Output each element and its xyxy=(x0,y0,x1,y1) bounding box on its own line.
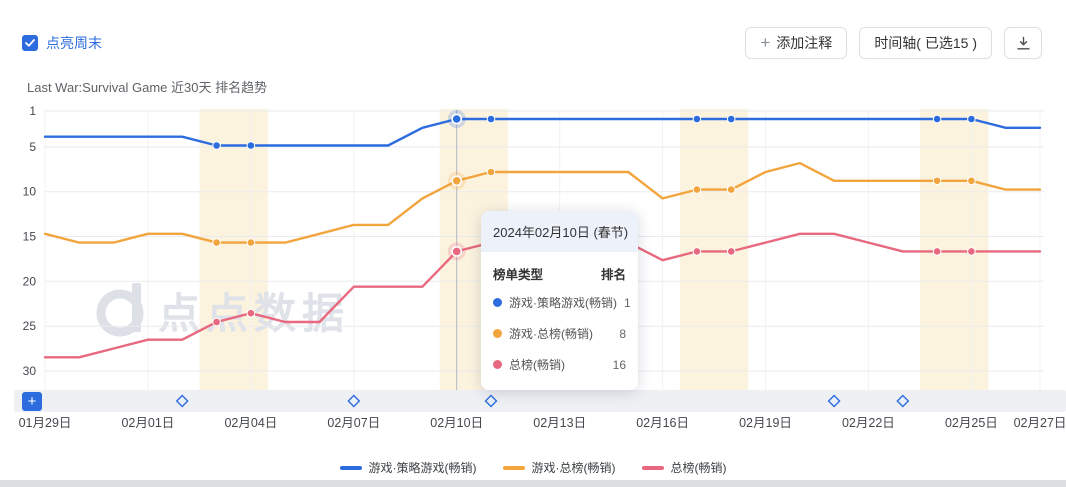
timeline-button-label: 时间轴( 已选15 ) xyxy=(874,35,977,51)
series-line-0[interactable] xyxy=(43,117,1042,147)
add-annotation-label: 添加注释 xyxy=(776,35,833,51)
series-color-dot xyxy=(493,298,502,307)
weekend-dot[interactable] xyxy=(967,176,976,186)
weekend-dot[interactable] xyxy=(967,247,976,256)
y-axis-label: 10 xyxy=(23,185,37,199)
weekend-dot[interactable] xyxy=(726,247,736,256)
tooltip-col-rank: 排名 xyxy=(600,268,626,282)
y-axis-label: 25 xyxy=(23,319,37,333)
legend-label: 游戏·策略游戏(畅销) xyxy=(368,461,477,475)
x-axis-label: 02月10日 xyxy=(430,416,483,430)
tooltip-rank-value: 1 xyxy=(624,295,631,310)
watermark: 点点数据 xyxy=(96,283,344,337)
checkbox-label: 点亮周末 xyxy=(46,35,102,51)
timeline-event-icon[interactable] xyxy=(347,394,361,408)
watermark-logo-stem xyxy=(132,283,141,332)
chart-tooltip: 2024年02月10日 (春节) 榜单类型 排名 游戏·策略游戏(畅销) 1 游戏·… xyxy=(481,211,638,390)
tooltip-row: 游戏·总榜(畅销) 8 xyxy=(493,318,626,349)
weekend-dot[interactable] xyxy=(726,185,736,194)
add-annotation-button[interactable]: + 添加注释 xyxy=(745,27,848,59)
x-axis-label: 02月07日 xyxy=(327,416,380,430)
weekend-dot[interactable] xyxy=(692,247,702,256)
series-line-1[interactable] xyxy=(43,161,1042,244)
weekend-dot[interactable] xyxy=(692,114,702,124)
timeline-strip[interactable] xyxy=(14,390,1066,412)
y-axis-label: 30 xyxy=(23,364,37,378)
weekend-dot[interactable] xyxy=(246,141,256,150)
highlight-weekend-checkbox[interactable]: 点亮周末 xyxy=(22,33,102,53)
legend-label: 总榜(畅销) xyxy=(670,461,727,475)
x-axis-label: 02月19日 xyxy=(739,416,792,430)
weekend-dot[interactable] xyxy=(967,114,976,124)
weekend-dot[interactable] xyxy=(932,114,942,124)
weekend-dot[interactable] xyxy=(212,317,221,327)
download-icon xyxy=(1016,36,1030,49)
tooltip-date-title: 2024年02月10日 (春节) xyxy=(481,211,638,252)
weekend-dot[interactable] xyxy=(246,308,256,318)
highlight-dot[interactable] xyxy=(451,245,463,257)
y-axis-label: 1 xyxy=(29,104,36,118)
tooltip-series-name: 总榜(畅销) xyxy=(509,358,565,372)
timeline-button[interactable]: 时间轴( 已选15 ) xyxy=(859,27,992,59)
weekend-dot[interactable] xyxy=(212,141,221,150)
tooltip-rank-value: 8 xyxy=(619,326,626,341)
tooltip-row: 游戏·策略游戏(畅销) 1 xyxy=(493,287,631,318)
weekend-dot[interactable] xyxy=(932,247,942,256)
y-axis-label: 20 xyxy=(23,274,37,288)
tooltip-rank-value: 16 xyxy=(612,357,626,372)
highlight-dot[interactable] xyxy=(451,113,463,125)
timeline-event-icon[interactable] xyxy=(484,394,498,408)
download-button[interactable] xyxy=(1004,27,1042,59)
weekend-dot[interactable] xyxy=(486,167,496,177)
x-axis-label: 02月27日 xyxy=(1014,416,1066,430)
legend-marker xyxy=(502,465,525,470)
series-color-dot xyxy=(493,329,502,338)
plus-icon: + xyxy=(760,32,771,52)
weekend-dot[interactable] xyxy=(246,238,256,247)
tooltip-col-type: 榜单类型 xyxy=(493,268,544,282)
legend-item[interactable]: 游戏·策略游戏(畅销) xyxy=(339,459,477,476)
x-axis-label: 02月16日 xyxy=(636,416,689,430)
timeline-event-icon[interactable] xyxy=(175,394,189,408)
tooltip-row: 总榜(畅销) 16 xyxy=(493,349,626,380)
checkbox-checked-icon[interactable] xyxy=(22,35,38,51)
weekend-dot[interactable] xyxy=(726,114,736,124)
x-axis-label: 02月22日 xyxy=(842,416,895,430)
horizontal-scrollbar[interactable] xyxy=(0,480,1066,487)
x-axis-label: 02月13日 xyxy=(533,416,586,430)
tooltip-rows: 游戏·策略游戏(畅销) 1 游戏·总榜(畅销) 8 总榜(畅销) 16 xyxy=(493,287,631,380)
highlight-dot[interactable] xyxy=(451,175,463,187)
timeline-event-icon[interactable] xyxy=(827,394,841,408)
chart-legend: 游戏·策略游戏(畅销) 游戏·总榜(畅销) 总榜(畅销) xyxy=(0,459,1066,476)
tooltip-column-headers: 榜单类型 排名 xyxy=(493,254,626,287)
x-axis-label: 02月25日 xyxy=(945,416,998,430)
legend-marker xyxy=(641,465,664,470)
tooltip-series-name: 游戏·策略游戏(畅销) xyxy=(509,296,617,310)
x-axis-label: 02月04日 xyxy=(224,416,277,430)
series-color-dot xyxy=(493,360,502,369)
chart-title: Last War:Survival Game 近30天 排名趋势 xyxy=(27,80,268,95)
weekend-dot[interactable] xyxy=(692,185,702,194)
toolbar: + 添加注释 时间轴( 已选15 ) xyxy=(745,27,1042,59)
x-axis-label: 02月01日 xyxy=(121,416,174,430)
y-axis-label: 5 xyxy=(29,140,36,154)
legend-marker xyxy=(339,465,362,470)
x-axis-label: 01月29日 xyxy=(19,416,72,430)
weekend-dot[interactable] xyxy=(486,114,496,124)
timeline-event-icon[interactable] xyxy=(896,394,910,408)
tooltip-series-name: 游戏·总榜(畅销) xyxy=(509,327,593,341)
y-axis-label: 15 xyxy=(23,230,37,244)
weekend-dot[interactable] xyxy=(212,238,221,247)
legend-item[interactable]: 游戏·总榜(畅销) xyxy=(502,459,616,476)
legend-label: 游戏·总榜(畅销) xyxy=(531,461,616,475)
timeline-add-button[interactable]: + xyxy=(22,392,42,411)
weekend-band xyxy=(199,109,268,390)
weekend-band xyxy=(920,109,989,390)
legend-item[interactable]: 总榜(畅销) xyxy=(641,459,727,476)
weekend-dot[interactable] xyxy=(932,176,942,186)
